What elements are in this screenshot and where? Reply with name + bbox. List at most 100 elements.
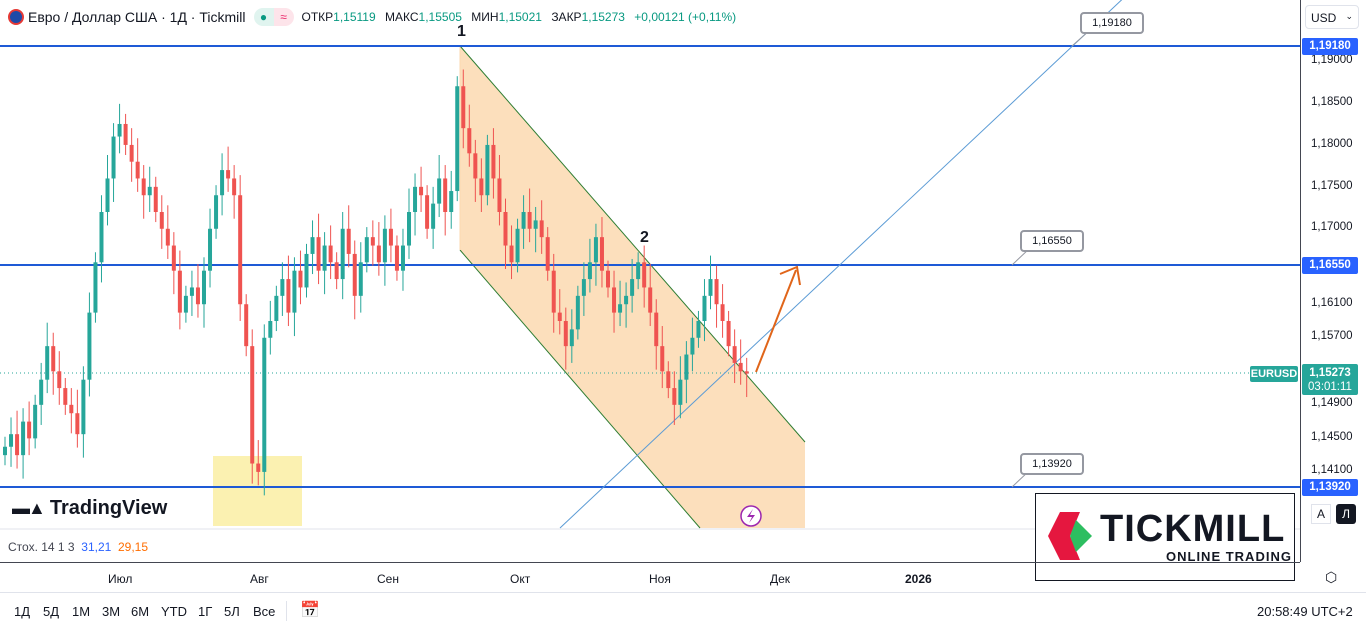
candle-body (419, 186, 424, 196)
auto-scale-button[interactable]: A (1311, 504, 1331, 524)
candle-body (310, 237, 315, 254)
price-chart[interactable] (0, 0, 1300, 562)
tickmill-logo: TICKMILL ONLINE TRADING (1035, 493, 1295, 581)
candle-body (696, 320, 701, 338)
candle-body (738, 362, 743, 372)
forecast-arrowhead (779, 265, 801, 286)
candle-body (165, 228, 170, 246)
range-5d[interactable]: 5Д (43, 604, 60, 619)
candle-body (563, 320, 568, 347)
candle-body (27, 421, 32, 439)
candle-body (545, 237, 550, 271)
time-label: Сен (377, 572, 399, 586)
candle-body (117, 123, 122, 137)
time-axis[interactable]: Июл Авг Сен Окт Ноя Дек 2026 (0, 562, 1300, 592)
candle-body (93, 262, 98, 313)
low-value: 1,15021 (498, 10, 542, 24)
candle-body (81, 379, 86, 435)
candle-body (15, 434, 20, 456)
candle-body (744, 371, 749, 374)
candles (3, 69, 749, 496)
candle-body (388, 228, 393, 246)
chart-header: Евро / Доллар США · 1Д · Tickmill ● ≈ ОТК… (8, 8, 742, 26)
candle-body (509, 245, 514, 263)
candle-body (413, 186, 418, 213)
candle-body (690, 337, 695, 355)
range-all[interactable]: Все (253, 604, 276, 619)
candle-body (226, 170, 231, 179)
range-1d[interactable]: 1Д (14, 604, 31, 619)
go-to-date-icon[interactable]: 📅 (300, 602, 320, 619)
candle-body (461, 86, 466, 129)
candle-body (497, 178, 502, 213)
symbol-title[interactable]: Евро / Доллар США · 1Д · Tickmill (28, 9, 246, 25)
candle-body (334, 262, 339, 280)
candle-body (666, 371, 671, 389)
callout-level-2[interactable]: 1,16550 (1020, 230, 1084, 252)
candle-body (678, 379, 683, 405)
clock[interactable]: 20:58:49 UTC+2 (1257, 604, 1353, 619)
high-label: МАКС (385, 10, 419, 24)
candle-body (3, 446, 7, 456)
candle-body (232, 178, 237, 196)
tradingview-logo[interactable]: ▬▲ TradingView (12, 497, 167, 520)
candle-body (274, 295, 279, 321)
candle-body (220, 170, 225, 196)
callout-level-3[interactable]: 1,13920 (1020, 453, 1084, 475)
callout-level-1[interactable]: 1,19180 (1080, 12, 1144, 34)
open-value: 1,15119 (333, 10, 376, 24)
candle-body (370, 237, 375, 246)
price-axis[interactable]: 1,19000 1,18500 1,18000 1,17500 1,17000 … (1300, 0, 1366, 562)
candle-body (720, 304, 725, 321)
candle-body (268, 320, 273, 338)
label-point-1[interactable]: 1 (457, 23, 466, 40)
candle-body (238, 195, 243, 305)
label-point-2[interactable]: 2 (640, 229, 649, 246)
range-ytd[interactable]: YTD (161, 604, 187, 619)
channel-top-line[interactable] (459, 45, 806, 443)
candle-body (63, 388, 68, 405)
settings-icon[interactable]: ⬡ (1325, 569, 1338, 585)
candle-body (431, 203, 436, 229)
candle-body (352, 253, 357, 296)
range-6m[interactable]: 6M (131, 604, 150, 619)
candle-body (569, 329, 574, 347)
price-tick: 1,18500 (1311, 96, 1353, 108)
forecast-arrow[interactable] (755, 269, 797, 373)
candle-body (214, 195, 219, 229)
candle-body (208, 228, 213, 271)
chevron-down-icon: ⌄ (1345, 11, 1353, 21)
log-scale-button[interactable]: Л (1336, 504, 1356, 524)
market-status[interactable]: ● ≈ (253, 8, 294, 26)
candle-body (123, 123, 128, 145)
candle-body (171, 245, 176, 271)
tickmill-logo-text: TICKMILL (1100, 508, 1286, 550)
currency-select[interactable]: USD ⌄ (1305, 5, 1359, 29)
range-3m[interactable]: 3M (102, 604, 121, 619)
range-1m[interactable]: 1M (72, 604, 91, 619)
indicator-k: 31,21 (81, 540, 112, 554)
candle-body (515, 228, 520, 263)
candle-body (400, 245, 405, 271)
time-label: Июл (108, 572, 133, 586)
channel-bottom-line[interactable] (459, 249, 701, 529)
price-tick: 1,14100 (1311, 464, 1353, 476)
candle-body (286, 279, 291, 313)
candle-body (642, 262, 647, 288)
candle-body (87, 312, 92, 380)
candle-body (587, 262, 592, 280)
candle-body (304, 253, 309, 288)
candle-body (135, 161, 140, 179)
candle-body (491, 144, 496, 179)
candle-body (618, 304, 623, 313)
candle-body (322, 245, 327, 271)
stochastic-indicator[interactable]: Стох. 14 1 3 31,21 29,15 (8, 540, 148, 554)
range-5y[interactable]: 5Л (224, 604, 240, 619)
trend-line[interactable] (559, 0, 1130, 529)
open-label: ОТКР (301, 10, 334, 24)
range-1y[interactable]: 1Г (198, 604, 213, 619)
candle-body (298, 270, 303, 288)
candle-body (394, 245, 399, 271)
candle-body (358, 262, 363, 296)
indicator-d: 29,15 (117, 540, 149, 554)
